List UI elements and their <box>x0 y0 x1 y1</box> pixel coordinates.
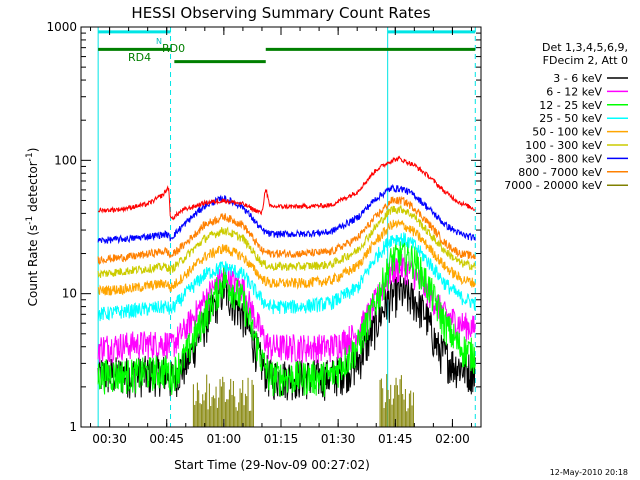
chart-title: HESSI Observing Summary Count Rates <box>131 4 430 22</box>
legend-entry-label: 7000 - 20000 keV <box>504 179 602 192</box>
series-line-4 <box>97 218 476 297</box>
x-tick-label: 01:15 <box>264 432 299 446</box>
x-tick-label: 01:30 <box>321 432 356 446</box>
series-line-3 <box>97 232 476 322</box>
series-line-5 <box>97 205 476 278</box>
x-tick-label: 01:45 <box>378 432 413 446</box>
axes: 00:30 00:45 01:00 01:15 01:30 01:45 02:00 1 10 10… <box>46 20 482 446</box>
y-axis-label: Count Rate (s-1 detector-1) <box>25 148 40 307</box>
flag-label-rd0: RD0 <box>162 42 185 55</box>
legend-entry-label: 12 - 25 keV <box>539 99 602 112</box>
legend-entry-label: 6 - 12 keV <box>546 85 602 98</box>
y-tick-label: 100 <box>54 153 77 167</box>
legend-entry-label: 50 - 100 keV <box>532 126 602 139</box>
y-tick-label: 10 <box>62 287 77 301</box>
x-tick-label: 01:00 <box>207 432 242 446</box>
x-tick-label: 00:30 <box>92 432 127 446</box>
legend-entry-label: 300 - 800 keV <box>525 152 602 165</box>
x-axis-label: Start Time (29-Nov-09 00:27:02) <box>174 458 370 472</box>
legend: Det 1,3,4,5,6,9, FDecim 2, Att 0 3 - 6 k… <box>504 41 628 192</box>
y-tick-label: 1000 <box>46 20 77 34</box>
x-tick-label: 02:00 <box>435 432 470 446</box>
series-line-2 <box>97 239 476 398</box>
series-line-6 <box>97 183 476 245</box>
legend-header-line-2: FDecim 2, Att 0 <box>543 54 628 67</box>
series-line-red <box>98 155 476 221</box>
flag-label-rd4: RD4 <box>128 51 151 64</box>
legend-entry-label: 3 - 6 keV <box>553 72 602 85</box>
plot-area <box>97 27 476 427</box>
flag-label-n: N <box>156 37 162 46</box>
y-tick-label: 1 <box>69 420 77 434</box>
legend-header-line-1: Det 1,3,4,5,6,9, <box>542 41 628 54</box>
legend-entry-label: 25 - 50 keV <box>539 112 602 125</box>
legend-entry-label: 800 - 7000 keV <box>518 166 602 179</box>
x-tick-label: 00:45 <box>149 432 184 446</box>
footer-date: 12-May-2010 20:18 <box>550 468 628 477</box>
legend-entry-label: 100 - 300 keV <box>525 139 602 152</box>
series-line-7 <box>97 195 476 266</box>
